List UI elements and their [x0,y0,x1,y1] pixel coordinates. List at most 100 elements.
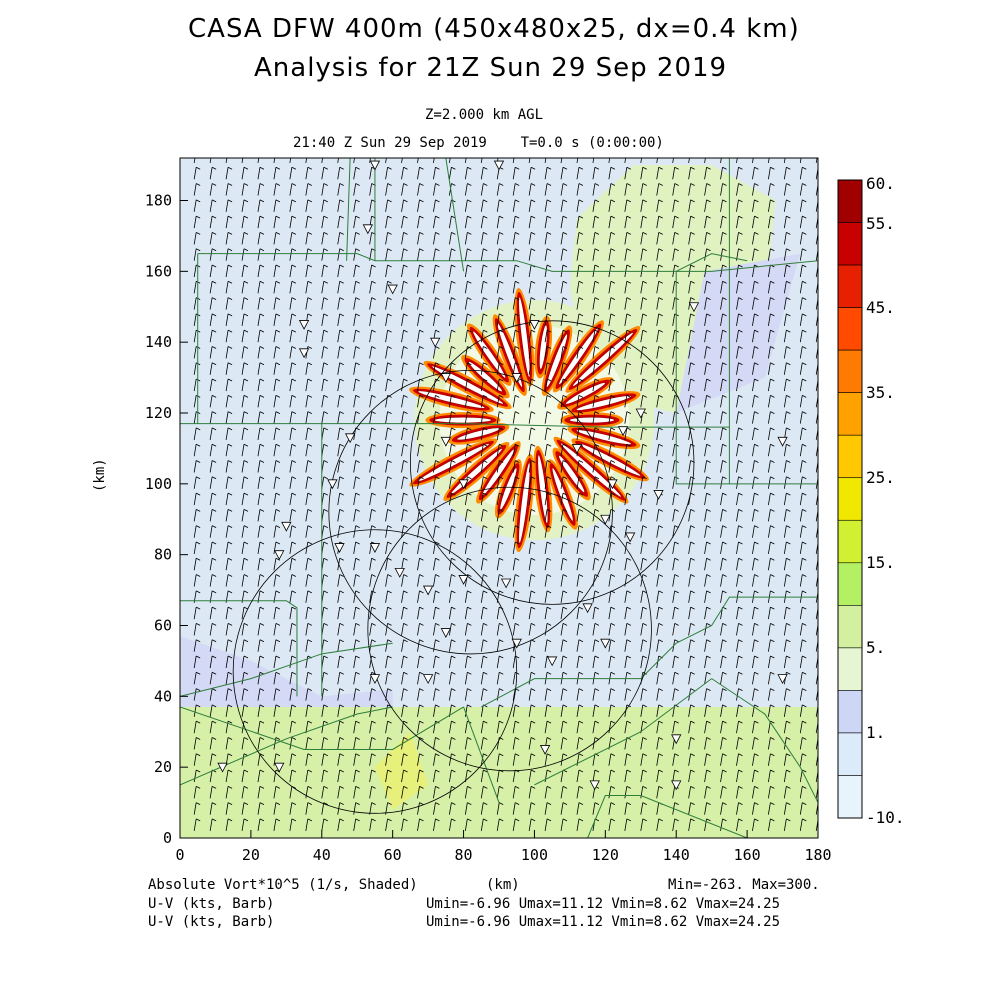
x-axis-unit: (km) [486,877,520,893]
barb-label-2: U-V (kts, Barb) [148,914,275,930]
radar-ring [409,320,695,605]
colorbar-swatch [837,775,863,819]
county-lines [180,158,818,838]
county-line [534,678,712,786]
radar-station-marker [281,521,292,532]
county-line [675,271,730,485]
y-tick-label: 0 [163,829,172,847]
county-line [180,706,393,786]
x-tick-label: 160 [734,846,761,864]
radar-station-marker [274,550,285,561]
radar-station-marker [624,532,636,543]
x-tick-label: 20 [242,846,260,864]
plot-frame [179,157,819,839]
radar-station-marker [334,543,345,553]
y-tick-label: 160 [145,262,172,280]
colorbar-swatch [837,605,863,649]
radar-station-marker [440,373,451,383]
radar-station-marker [539,745,551,755]
radar-station-marker [582,603,593,614]
radar-ring [232,529,518,814]
vorticity-streak [409,438,498,487]
time-label: 21:40 Z Sun 29 Sep 2019 T=0.0 s (0:00:00… [293,135,664,151]
radar-station-marker [671,780,682,791]
vorticity-streak [476,441,521,504]
radar-station-marker [600,514,611,525]
radar-station-marker [688,302,700,313]
field-minmax: Min=-263. Max=300. [668,877,820,893]
county-line [180,706,464,750]
vorticity-streak [494,459,522,519]
radar-station-marker [571,444,583,454]
y-tick-label: 180 [145,192,172,210]
colorbar-swatch [837,222,863,266]
y-tick-label: 100 [145,475,172,493]
colorbar: 60. 55. 45. 35. 25. 15. 5. 1. -10. [837,174,905,827]
county-line [481,596,818,708]
radar-station-marker [617,426,629,437]
barb-label-1: U-V (kts, Barb) [148,896,275,912]
colorbar-swatch [837,264,863,308]
county-line [675,253,748,272]
x-tick-label: 100 [521,846,548,864]
vorticity-streak [541,325,573,396]
county-line [463,706,500,803]
radar-station-marker [511,373,522,383]
radar-station-marker [298,348,310,359]
radar-station-marker [529,320,540,330]
x-tick-label: 80 [455,846,473,864]
radar-station-marker [274,762,285,773]
vorticity-streak [409,386,494,413]
lavender-shade-sw [180,636,393,707]
colorbar-swatch [837,307,863,351]
y-tick-label: 40 [154,687,172,705]
radar-station-marker [440,436,451,447]
radar-station-marker [547,656,558,667]
colorbar-swatch [837,647,863,691]
colorbar-label: 60. [866,174,895,193]
title-line-2: Analysis for 21Z Sun 29 Sep 2019 [254,53,728,83]
colorbar-label: -10. [866,808,905,827]
vorticity-streak [560,412,624,429]
vorticity-streak [567,391,641,415]
colorbar-swatch [837,519,863,564]
radar-station-marker [430,337,441,348]
x-tick-label: 140 [663,846,690,864]
radar-station-marker [777,674,788,684]
colorbar-swatch [837,179,863,223]
radar-station-marker [777,436,788,447]
yellow-shade-s [374,731,429,810]
station-markers [217,160,788,791]
radar-station-marker [387,284,398,295]
colorbar-swatch [837,732,863,776]
colorbar-swatch [837,349,863,393]
vorticity-streak [552,447,591,501]
radar-station-marker [493,160,505,171]
county-line [197,253,818,272]
colorbar-label: 25. [866,468,895,487]
radar-station-marker [394,567,405,578]
radar-station-marker [458,479,469,490]
county-line [445,158,465,272]
x-tick-label: 180 [804,846,831,864]
county-line [346,158,351,261]
radar-station-marker [607,479,618,490]
colorbar-label: 15. [866,553,895,572]
colorbar-label: 35. [866,383,895,402]
y-tick-label: 80 [154,546,172,564]
county-line [711,678,818,803]
radar-station-marker [362,224,374,235]
x-tick-label: 60 [384,846,402,864]
county-line [180,642,393,697]
radar-station-marker [369,543,381,553]
vorticity-streak [514,453,535,553]
y-tick-label: 20 [154,758,172,776]
radar-station-marker [440,628,451,638]
radar-station-marker [298,320,310,330]
radar-station-marker [422,674,434,684]
vorticity-streak [514,288,535,387]
y-tick-label: 120 [145,404,172,422]
vorticity-streak [565,326,641,393]
vorticity-streak [425,412,501,429]
